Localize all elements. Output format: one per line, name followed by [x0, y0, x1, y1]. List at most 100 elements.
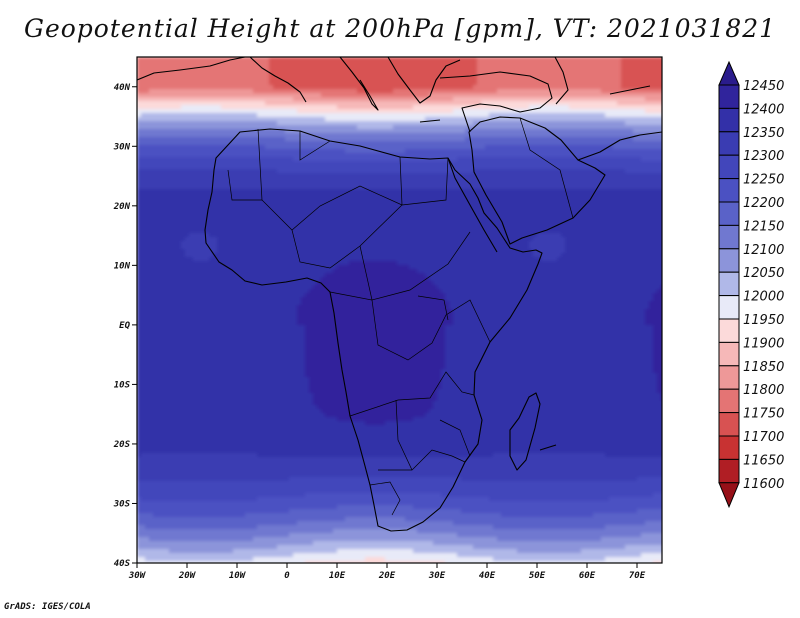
field-cell — [321, 193, 326, 198]
field-cell — [345, 57, 350, 62]
field-cell — [249, 197, 254, 202]
field-cell — [417, 81, 422, 86]
field-cell — [621, 69, 626, 74]
field-cell — [265, 173, 270, 178]
field-cell — [413, 157, 418, 162]
field-cell — [653, 189, 658, 194]
field-cell — [317, 153, 322, 158]
field-cell — [529, 189, 534, 194]
field-cell — [245, 85, 250, 90]
field-cell — [641, 61, 646, 66]
field-cell — [497, 57, 502, 62]
field-cell — [189, 125, 194, 130]
field-cell — [193, 173, 198, 178]
field-cell — [357, 89, 362, 94]
field-cell — [313, 177, 318, 182]
field-cell — [617, 61, 622, 66]
field-cell — [621, 185, 626, 190]
field-cell — [629, 93, 634, 98]
field-cell — [181, 77, 186, 82]
field-cell — [613, 177, 618, 182]
field-cell — [441, 57, 446, 62]
field-cell — [629, 197, 634, 202]
field-cell — [429, 181, 434, 186]
field-cell — [225, 133, 230, 138]
field-cell — [149, 169, 154, 174]
field-cell — [425, 125, 430, 130]
field-cell — [509, 157, 514, 162]
field-cell — [213, 129, 218, 134]
field-cell — [597, 73, 602, 78]
field-cell — [561, 73, 566, 78]
field-cell — [385, 149, 390, 154]
field-cell — [309, 157, 314, 162]
field-cell — [445, 97, 450, 102]
field-cell — [333, 69, 338, 74]
field-cell — [505, 165, 510, 170]
field-cell — [569, 77, 574, 82]
field-cell — [285, 85, 290, 90]
field-cell — [217, 73, 222, 78]
field-cell — [373, 61, 378, 66]
field-cell — [213, 173, 218, 178]
field-cell — [217, 109, 222, 114]
field-cell — [249, 153, 254, 158]
field-cell — [593, 133, 598, 138]
field-cell — [381, 153, 386, 158]
field-cell — [293, 65, 298, 70]
field-cell — [377, 113, 382, 118]
field-cell — [461, 93, 466, 98]
field-cell — [593, 137, 598, 142]
field-cell — [137, 117, 142, 122]
field-cell — [461, 65, 466, 70]
field-cell — [637, 153, 642, 158]
field-cell — [513, 97, 518, 102]
field-cell — [397, 61, 402, 66]
field-cell — [493, 101, 498, 106]
field-cell — [565, 57, 570, 62]
field-cell — [637, 161, 642, 166]
field-cell — [281, 149, 286, 154]
field-cell — [189, 205, 194, 210]
field-cell — [561, 129, 566, 134]
field-cell — [337, 61, 342, 66]
field-cell — [393, 65, 398, 70]
field-cell — [181, 145, 186, 150]
field-cell — [585, 141, 590, 146]
field-cell — [577, 197, 582, 202]
field-cell — [585, 185, 590, 190]
field-cell — [425, 129, 430, 134]
field-cell — [241, 157, 246, 162]
field-cell — [469, 101, 474, 106]
field-cell — [581, 89, 586, 94]
field-cell — [309, 137, 314, 142]
field-cell — [165, 177, 170, 182]
field-cell — [613, 81, 618, 86]
field-cell — [249, 61, 254, 66]
field-cell — [249, 141, 254, 146]
field-cell — [313, 65, 318, 70]
field-cell — [369, 81, 374, 86]
field-cell — [449, 189, 454, 194]
field-cell — [253, 165, 258, 170]
field-cell — [189, 165, 194, 170]
field-cell — [533, 193, 538, 198]
field-cell — [593, 69, 598, 74]
field-cell — [353, 157, 358, 162]
field-cell — [597, 157, 602, 162]
field-cell — [285, 113, 290, 118]
field-cell — [469, 193, 474, 198]
field-cell — [353, 101, 358, 106]
field-cell — [509, 169, 514, 174]
field-cell — [405, 93, 410, 98]
field-cell — [565, 101, 570, 106]
field-cell — [145, 201, 150, 206]
field-cell — [645, 157, 650, 162]
field-cell — [497, 121, 502, 126]
field-cell — [405, 201, 410, 206]
field-cell — [473, 97, 478, 102]
field-cell — [621, 125, 626, 130]
field-cell — [517, 169, 522, 174]
field-cell — [445, 157, 450, 162]
field-cell — [201, 57, 206, 62]
